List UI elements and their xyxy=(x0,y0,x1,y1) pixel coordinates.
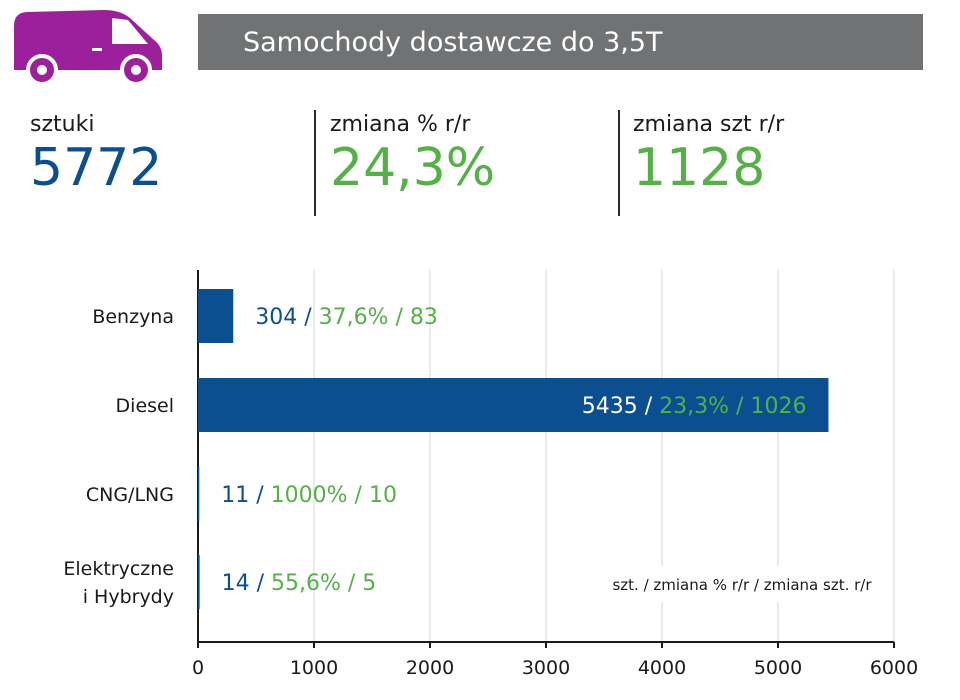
stat-abs-change: zmiana szt r/r 1128 xyxy=(633,112,784,196)
x-tick-label: 5000 xyxy=(754,657,802,679)
x-tick-label: 3000 xyxy=(522,657,570,679)
x-tick-label: 4000 xyxy=(638,657,686,679)
bar xyxy=(198,467,200,521)
x-tick-label: 6000 xyxy=(870,657,918,679)
bar xyxy=(198,378,829,432)
x-tick-label: 1000 xyxy=(290,657,338,679)
bar xyxy=(198,555,200,609)
legend-note-bg xyxy=(594,566,890,602)
category-label: CNG/LNG xyxy=(86,484,174,506)
category-label: Benzyna xyxy=(92,306,174,328)
bar-value-label: 11 / 1000% / 10 xyxy=(221,483,397,508)
stat-divider xyxy=(314,110,316,216)
x-tick-label: 2000 xyxy=(406,657,454,679)
x-tick-label: 0 xyxy=(192,657,204,679)
bar-value-label: 304 / 37,6% / 83 xyxy=(255,305,438,330)
bar-value-label: 5435 / 23,3% / 1026 xyxy=(582,394,807,419)
stat-abs-label: zmiana szt r/r xyxy=(633,112,785,137)
stat-units-value: 5772 xyxy=(30,138,163,198)
category-label: Elektryczne i Hybrydy xyxy=(63,558,174,608)
stat-units: sztuki 5772 xyxy=(30,112,162,196)
chart-title-bar: Samochody dostawcze do 3,5T xyxy=(198,14,923,70)
legend-note: szt. / zmiana % r/r / zmiana szt. r/r xyxy=(612,576,872,594)
stat-pct-change: zmiana % r/r 24,3% xyxy=(330,112,495,196)
category-label: Diesel xyxy=(116,395,174,417)
stat-units-label: sztuki xyxy=(30,112,95,137)
stat-divider xyxy=(618,110,620,216)
bar xyxy=(198,289,234,343)
van-icon xyxy=(14,10,162,86)
stat-pct-value: 24,3% xyxy=(330,138,496,198)
stat-abs-value: 1128 xyxy=(633,138,766,198)
chart-title: Samochody dostawcze do 3,5T xyxy=(243,26,663,58)
stat-pct-label: zmiana % r/r xyxy=(330,112,471,137)
bar-value-label: 14 / 55,6% / 5 xyxy=(222,571,377,596)
